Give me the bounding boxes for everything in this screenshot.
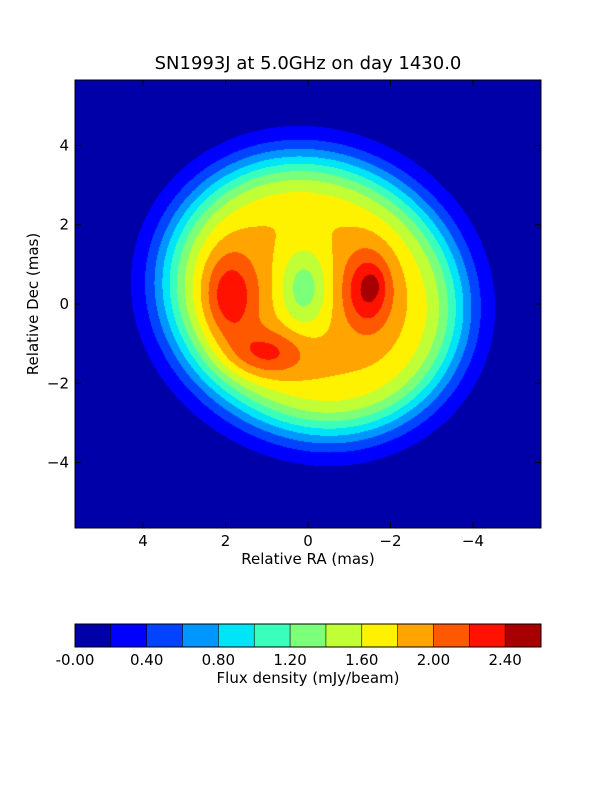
colorbar-segment xyxy=(469,624,506,647)
x-tick-label: −4 xyxy=(462,532,484,550)
colorbar-segment xyxy=(433,624,470,647)
chart-title: SN1993J at 5.0GHz on day 1430.0 xyxy=(155,53,462,74)
colorbar-segment xyxy=(146,624,184,647)
x-axis-label: Relative RA (mas) xyxy=(241,550,374,568)
colorbar-label: Flux density (mJy/beam) xyxy=(217,669,400,687)
colorbar-segment xyxy=(505,624,542,647)
colorbar-tick-label: 2.00 xyxy=(417,651,450,669)
contour-layers xyxy=(75,80,541,528)
colorbar-tick-label: 1.60 xyxy=(345,651,378,669)
x-tick-label: 0 xyxy=(303,532,313,550)
y-tick-label: −4 xyxy=(47,454,69,472)
colorbar-tick-label: 0.80 xyxy=(202,651,235,669)
colorbar xyxy=(74,623,542,648)
plot-area: 4 2 0 −2 −4 4 2 0 −2 −4 xyxy=(47,79,542,550)
colorbar-segment xyxy=(75,624,112,647)
y-tick-label: 0 xyxy=(59,295,69,313)
x-axis-ticks: 4 2 0 −2 −4 xyxy=(138,80,484,550)
colorbar-frame xyxy=(74,623,542,648)
colorbar-segment xyxy=(182,624,219,647)
y-axis-ticks: 4 2 0 −2 −4 xyxy=(47,136,541,472)
colorbar-tick-label: 1.20 xyxy=(273,651,306,669)
y-tick-label: −2 xyxy=(47,374,69,392)
y-tick-label: 2 xyxy=(59,216,69,234)
colorbar-segment xyxy=(361,624,399,647)
colorbar-segment xyxy=(397,624,434,647)
y-axis-label: Relative Dec (mas) xyxy=(24,233,42,375)
colorbar-ticks: -0.00 0.40 0.80 1.20 1.60 2.00 2.40 xyxy=(56,651,522,669)
colorbar-tick-label: 0.40 xyxy=(130,651,163,669)
colorbar-segment xyxy=(218,624,255,647)
x-tick-label: 4 xyxy=(138,532,148,550)
colorbar-tick-label: -0.00 xyxy=(56,651,95,669)
y-tick-label: 4 xyxy=(59,136,69,154)
colorbar-segment xyxy=(110,624,148,647)
x-tick-label: 2 xyxy=(221,532,231,550)
x-tick-label: −2 xyxy=(379,532,401,550)
colorbar-segment xyxy=(254,624,291,647)
contour-fill xyxy=(75,80,541,528)
colorbar-segment xyxy=(290,624,327,647)
colorbar-tick-label: 2.40 xyxy=(488,651,521,669)
colorbar-segment xyxy=(325,624,363,647)
